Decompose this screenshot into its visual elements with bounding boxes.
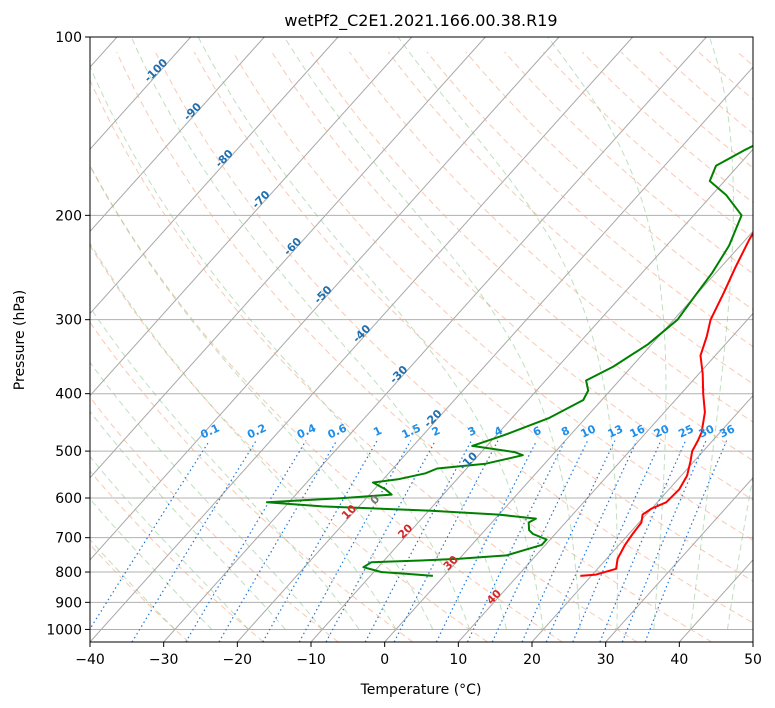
isotherm-line: [384, 230, 753, 642]
x-tick-label: 20: [523, 652, 541, 668]
mixing-ratio-line: [262, 440, 378, 642]
mixing-ratio-line: [466, 440, 566, 642]
mixing-ratio-line: [644, 440, 728, 642]
dry-adiabat: [90, 79, 638, 642]
x-axis: −40 −30 −20 −10 0 10 20 30 40 50: [75, 642, 762, 668]
mixing-ratio-label: 36: [717, 422, 737, 440]
dry-adiabat: [90, 543, 190, 642]
mixing-ratio-line: [491, 440, 589, 642]
isotherm-line: [605, 477, 753, 642]
isotherm-line: [90, 37, 265, 233]
dry-adiabat: [154, 51, 753, 624]
dry-adiabat: [271, 51, 753, 501]
dewpoint-profile-line: [265, 144, 753, 577]
y-tick-label: 800: [55, 565, 82, 581]
plot-frame: [89, 36, 754, 643]
dry-adiabat: [90, 470, 264, 642]
x-tick-label: 30: [597, 652, 615, 668]
isotherm-line: [163, 37, 707, 642]
y-tick-label: 300: [55, 313, 82, 329]
y-tick-label: 1000: [46, 622, 82, 638]
x-tick-label: 0: [380, 652, 389, 668]
isotherm-line: [90, 37, 192, 150]
moist-adiabat: [726, 473, 753, 630]
y-tick-label: 600: [55, 491, 82, 507]
background-lines: [90, 37, 753, 642]
moist-adiabat: [90, 361, 323, 630]
dry-adiabat: [348, 51, 753, 423]
mixing-ratio-line: [435, 440, 538, 642]
x-tick-label: 40: [670, 652, 688, 668]
mixing-ratio-line: [218, 440, 338, 642]
x-axis-label: Temperature (°C): [360, 682, 482, 698]
mixing-ratio-line: [621, 440, 707, 642]
y-tick-label: 400: [55, 387, 82, 403]
moist-adiabat: [130, 37, 507, 630]
isotherm-line: [90, 37, 339, 315]
mixing-ratio-label: 30: [697, 422, 717, 440]
mixing-ratio-label: 13: [606, 422, 625, 440]
isotherm-line: [531, 394, 753, 642]
dry-adiabat: [90, 164, 563, 642]
x-tick-label: −40: [75, 652, 105, 668]
y-tick-label: 900: [55, 595, 82, 611]
isotherm-line: [90, 37, 560, 561]
y-axis-label: Pressure (hPa): [12, 290, 28, 390]
x-tick-label: 10: [449, 652, 467, 668]
dry-adiabat: [310, 51, 753, 462]
x-tick-label: −10: [296, 652, 326, 668]
dry-adiabat: [90, 244, 488, 642]
mixing-ratio-line: [298, 440, 412, 642]
dry-adiabat: [232, 51, 753, 541]
moist-adiabat: [90, 164, 434, 630]
moist-adiabat: [397, 37, 618, 630]
dry-adiabat: [426, 51, 753, 348]
mixing-ratio-label: 16: [628, 422, 648, 440]
mixing-ratio-label: 25: [676, 422, 695, 440]
y-tick-label: 700: [55, 531, 82, 547]
mixing-ratio-line: [131, 440, 257, 642]
moist-adiabat: [90, 455, 249, 630]
x-tick-label: 50: [744, 652, 762, 668]
isotherm-line: [457, 312, 753, 642]
moist-adiabat: [90, 65, 471, 630]
y-tick-label: 200: [55, 208, 82, 224]
moist-adiabat: [197, 37, 544, 630]
chart-title: wetPf2_C2E1.2021.166.00.38.R19: [284, 11, 557, 31]
mixing-ratio-label: 10: [578, 422, 598, 440]
dry-adiabat: [465, 51, 753, 311]
moist-adiabat: [690, 37, 734, 630]
isotherm-line: [90, 37, 413, 397]
isotherm-line: [236, 66, 753, 642]
isotherm-line: [310, 148, 753, 642]
mixing-ratio-line: [325, 440, 436, 642]
y-tick-label: 100: [55, 30, 82, 46]
mixing-ratio-line: [185, 440, 307, 642]
moist-adiabat: [90, 306, 360, 630]
isotherm-line: [90, 37, 634, 642]
isotherm-line: [90, 37, 486, 479]
dry-adiabat: [116, 51, 712, 642]
mixing-ratio-label: 20: [652, 422, 672, 440]
moist-adiabat: [547, 37, 667, 630]
x-tick-label: −20: [223, 652, 253, 668]
dry-adiabat: [193, 51, 753, 582]
y-axis: 100 200 300 400 500 600 700 800 900 1000: [46, 30, 90, 638]
dry-adiabat: [387, 51, 753, 385]
series-layer: [265, 144, 753, 577]
x-tick-label: −30: [149, 652, 179, 668]
moist-adiabat: [283, 37, 581, 630]
y-tick-label: 500: [55, 444, 82, 460]
mixing-ratio-line: [364, 440, 473, 642]
temperature-profile-line: [580, 231, 753, 577]
